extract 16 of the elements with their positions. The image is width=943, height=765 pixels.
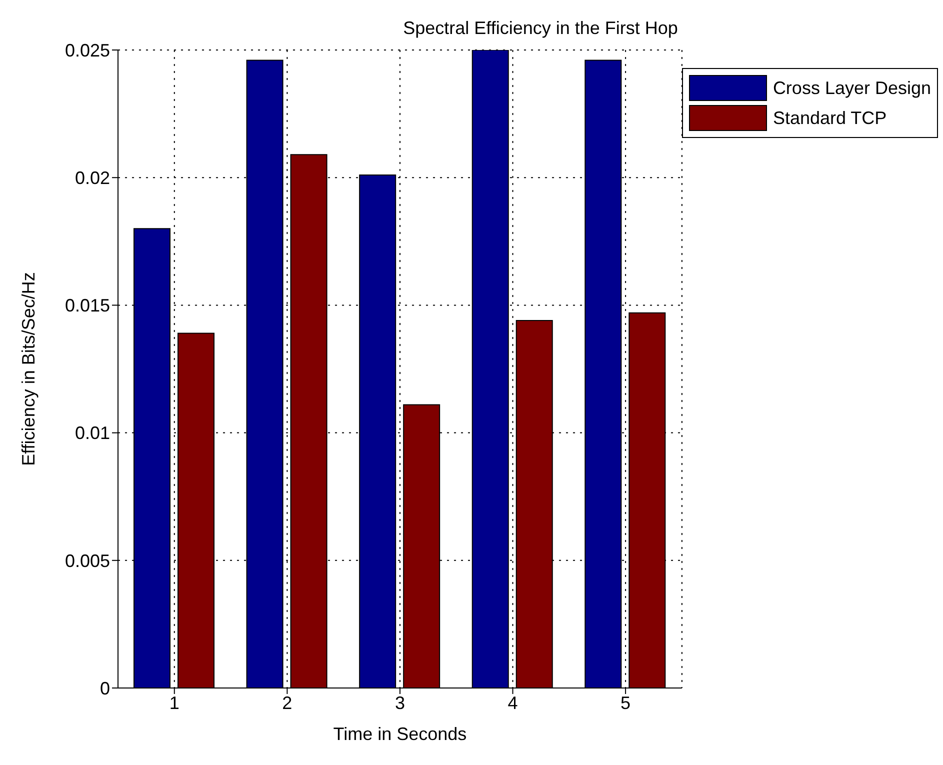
y-tick-label: 0.015 xyxy=(64,296,110,316)
x-tick-label: 1 xyxy=(169,692,180,713)
y-tick-label: 0.005 xyxy=(64,550,110,571)
y-axis-title: Efficiency in Bits/Sec/Hz xyxy=(18,272,38,466)
y-tick-label: 0.02 xyxy=(74,168,110,188)
x-tick-label: 2 xyxy=(282,692,292,713)
y-tick-label: 0.025 xyxy=(64,40,110,60)
x-tick-label: 3 xyxy=(394,692,405,713)
x-tick-label: 5 xyxy=(620,692,631,713)
legend-label: Cross Layer Design xyxy=(772,78,931,98)
y-tick-label: 0 xyxy=(100,678,110,698)
legend-label: Standard TCP xyxy=(772,108,887,128)
y-tick-label: 0.01 xyxy=(74,423,110,444)
x-axis-title: Time in Seconds xyxy=(333,724,467,744)
chart-title: Spectral Efficiency in the First Hop xyxy=(402,18,679,39)
x-tick-label: 4 xyxy=(508,692,518,713)
